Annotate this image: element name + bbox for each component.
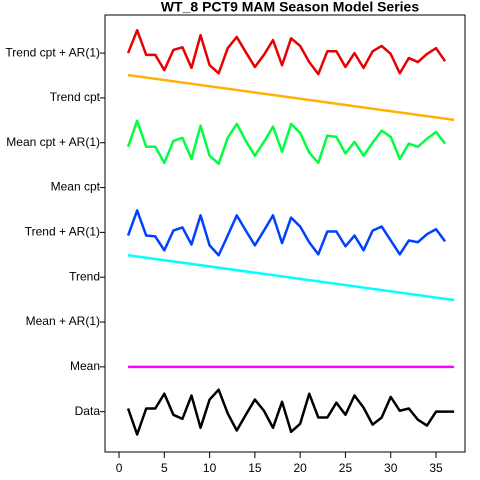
series-line [126, 119, 447, 166]
x-tick-label: 25 [339, 461, 353, 475]
x-tick-label: 10 [203, 461, 217, 475]
y-tick-label: Mean + AR(1) [26, 314, 100, 328]
plot-box [104, 14, 466, 453]
y-tick-label: Trend [69, 269, 100, 283]
y-tick-label: Mean cpt [51, 180, 101, 194]
x-tick-label: 35 [429, 461, 443, 475]
y-tick-label: Mean [70, 359, 100, 373]
y-tick-label: Mean cpt + AR(1) [6, 135, 100, 149]
y-tick-label: Trend cpt [50, 90, 101, 104]
x-tick-label: 20 [293, 461, 307, 475]
series-line [127, 253, 455, 302]
y-tick-label: Trend cpt + AR(1) [5, 45, 100, 59]
y-tick-label: Data [75, 404, 101, 418]
chart-title: WT_8 PCT9 MAM Season Model Series [161, 0, 419, 15]
x-tick-label: 5 [161, 461, 168, 475]
x-tick-label: 0 [116, 461, 123, 475]
x-tick-label: 15 [248, 461, 262, 475]
series-line [126, 28, 447, 76]
series-line [127, 73, 455, 122]
series-line [126, 388, 455, 436]
series-line [126, 209, 447, 257]
y-tick-label: Trend + AR(1) [25, 225, 100, 239]
x-tick-label: 30 [384, 461, 398, 475]
